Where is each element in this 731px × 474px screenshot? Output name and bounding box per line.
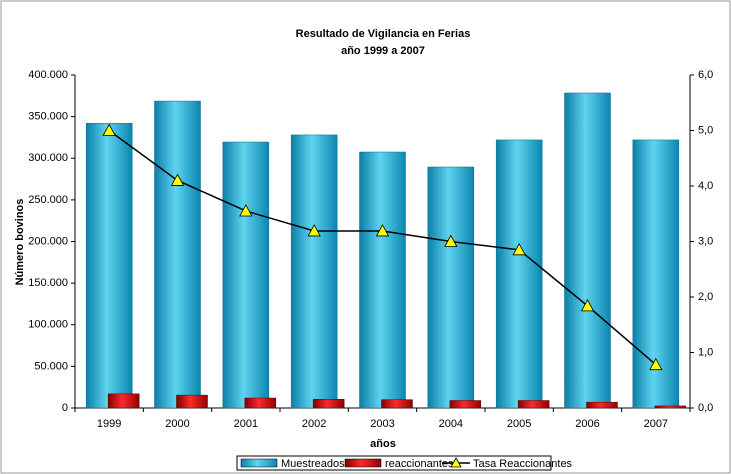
- bar: [85, 123, 133, 409]
- bar: [107, 393, 140, 409]
- bar: [427, 166, 475, 409]
- x-tick-label: 2007: [644, 418, 668, 430]
- legend-label: reaccionantes: [385, 458, 454, 470]
- y-tick-label: 400.000: [28, 69, 68, 81]
- chart-title: Resultado de Vigilancia en Ferias: [296, 28, 471, 40]
- y-tick-label: 200.000: [28, 235, 68, 247]
- marker: [170, 173, 185, 186]
- marker: [649, 357, 663, 371]
- x-tick-label: 2002: [302, 418, 326, 430]
- y2-tick-label: 4,0: [698, 180, 713, 192]
- bar: [176, 394, 208, 409]
- bar: [517, 400, 550, 409]
- y2-tick-label: 6,0: [698, 69, 713, 81]
- legend-label: Tasa Reaccionantes: [473, 458, 573, 470]
- marker: [580, 299, 595, 312]
- marker: [512, 242, 526, 256]
- x-axis-label: años: [370, 438, 396, 450]
- y-tick-label: 100.000: [28, 319, 68, 331]
- legend-label: Muestreados: [281, 458, 345, 470]
- bar: [290, 134, 338, 409]
- bar: [495, 139, 543, 409]
- legend-marker: [450, 457, 462, 468]
- bar: [359, 151, 406, 409]
- y2-tick-label: 1,0: [698, 346, 713, 358]
- legend-swatch: [344, 458, 382, 468]
- y2-tick-label: 3,0: [698, 235, 713, 247]
- x-tick-label: 2004: [439, 418, 463, 430]
- marker: [307, 224, 321, 237]
- x-tick-label: 1999: [97, 418, 121, 430]
- x-tick-label: 2000: [165, 418, 189, 430]
- y2-tick-label: 0,0: [698, 402, 713, 414]
- x-tick-label: 2001: [234, 418, 258, 430]
- y-tick-label: 250.000: [28, 194, 68, 206]
- y-tick-label: 300.000: [28, 152, 68, 164]
- bar: [312, 399, 345, 409]
- bar: [449, 400, 482, 409]
- legend-box: [236, 455, 552, 471]
- y2-tick-label: 2,0: [698, 291, 713, 303]
- y-tick-label: 350.000: [28, 111, 68, 123]
- y-tick-label: 50.000: [34, 360, 68, 372]
- y2-tick-label: 5,0: [698, 124, 713, 136]
- marker: [239, 204, 253, 217]
- bar: [381, 399, 413, 409]
- marker: [444, 234, 458, 247]
- chart-subtitle: año 1999 a 2007: [341, 45, 425, 57]
- x-tick-label: 2005: [507, 418, 531, 430]
- bar: [244, 397, 277, 409]
- y-tick-label: 0: [62, 402, 68, 414]
- bar: [222, 141, 270, 409]
- x-tick-label: 2003: [370, 418, 394, 430]
- bar: [586, 401, 618, 409]
- bar: [564, 92, 611, 409]
- x-tick-label: 2006: [575, 418, 599, 430]
- legend-swatch: [240, 458, 278, 468]
- y-tick-label: 150.000: [28, 277, 68, 289]
- marker: [102, 123, 116, 136]
- marker: [375, 224, 390, 237]
- bar: [154, 100, 201, 409]
- y-axis-label: Número bovinos: [14, 199, 26, 286]
- bar: [654, 405, 687, 409]
